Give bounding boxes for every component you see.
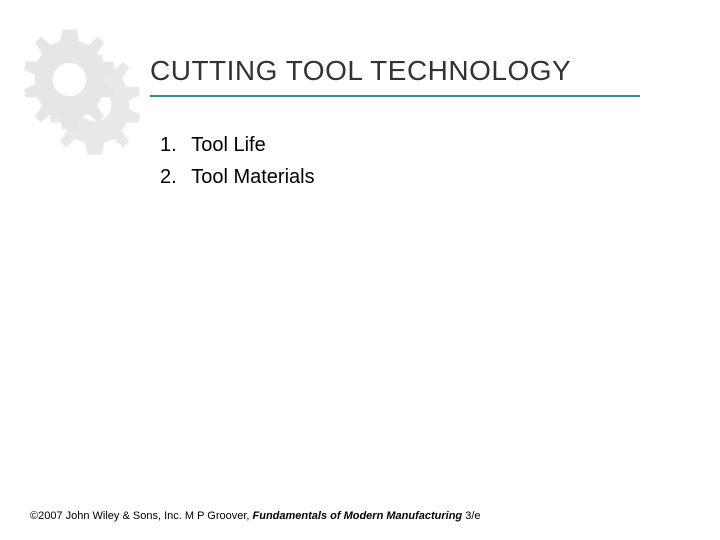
copyright-text: ©2007 John Wiley & Sons, Inc. M P Groove… <box>30 510 253 522</box>
list-number: 2. <box>160 162 186 192</box>
list-item: 2. Tool Materials <box>160 162 315 192</box>
edition-text: 3/e <box>462 510 480 522</box>
list-item: 1. Tool Life <box>160 130 315 160</box>
list-number: 1. <box>160 130 186 160</box>
gear-decoration <box>10 20 150 160</box>
topic-list: 1. Tool Life 2. Tool Materials <box>160 130 315 194</box>
footer-citation: ©2007 John Wiley & Sons, Inc. M P Groove… <box>30 510 481 522</box>
page-title: CUTTING TOOL TECHNOLOGY <box>150 55 670 87</box>
title-underline <box>150 95 640 97</box>
title-block: CUTTING TOOL TECHNOLOGY <box>150 55 670 97</box>
list-text: Tool Life <box>191 134 266 156</box>
list-text: Tool Materials <box>191 166 314 188</box>
gear-icon <box>24 30 140 155</box>
book-title: Fundamentals of Modern Manufacturing <box>253 510 463 522</box>
